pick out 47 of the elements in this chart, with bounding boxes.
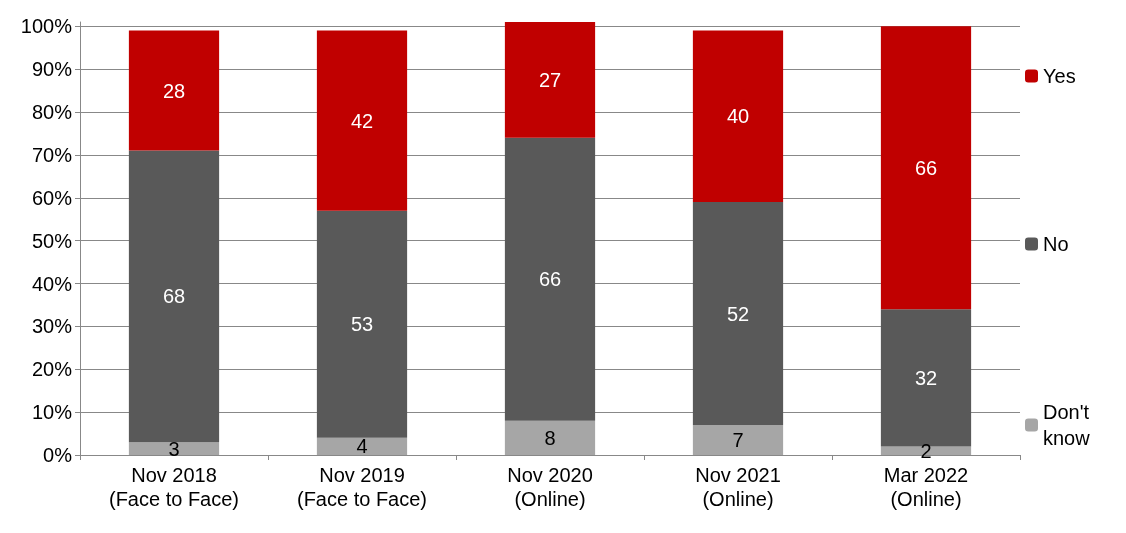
data-label: 66 [538,268,562,291]
y-tick-label: 30% [31,315,73,338]
bar [504,22,596,138]
bar [128,150,220,443]
data-label: 68 [162,285,186,308]
bar [504,137,596,421]
data-label: 42 [350,109,374,132]
x-tick-label: Nov 2019 (Face to Face) [296,464,428,510]
y-tick-label: 90% [31,58,73,81]
x-tick-label: Nov 2021 (Online) [695,464,781,510]
data-label: 52 [726,302,750,325]
x-tick-label: Nov 2020 (Online) [507,464,593,510]
y-tick-label: 70% [31,143,73,166]
data-label: 32 [914,366,938,389]
data-label: 28 [162,79,186,102]
bar [880,26,972,310]
x-tick-label: Nov 2018 (Face to Face) [108,464,240,510]
y-tick-label: 0% [43,444,73,466]
data-label: 8 [544,426,556,449]
data-label: 27 [538,68,562,91]
data-label: 7 [732,428,744,451]
bar [692,30,784,203]
bar [128,442,220,455]
bar [692,202,784,425]
data-label: 4 [356,435,368,458]
y-tick-label: 100% [20,15,73,38]
data-label: 2 [920,439,932,462]
legend-label: Don't know [1043,401,1095,449]
bar [128,30,220,151]
bar [316,210,408,438]
legend-label: Yes [1043,65,1076,87]
bar [692,424,784,455]
data-label: 53 [350,313,374,336]
y-tick-label: 50% [31,229,73,252]
y-tick-label: 80% [31,101,73,124]
data-label: 66 [914,156,938,179]
bar [316,30,408,211]
legend-label: No [1043,233,1069,255]
y-tick-label: 40% [31,272,73,295]
bar [504,420,596,455]
bar [316,437,408,455]
y-tick-label: 20% [31,358,73,381]
x-tick-label: Mar 2022 (Online) [883,464,969,510]
y-tick-label: 60% [31,186,73,209]
data-label: 40 [726,105,750,128]
y-tick-label: 10% [31,401,73,424]
data-label: 3 [168,437,180,460]
